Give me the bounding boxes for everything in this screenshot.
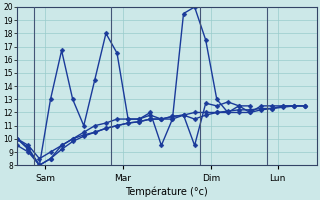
X-axis label: Température (°c): Température (°c)	[125, 186, 208, 197]
